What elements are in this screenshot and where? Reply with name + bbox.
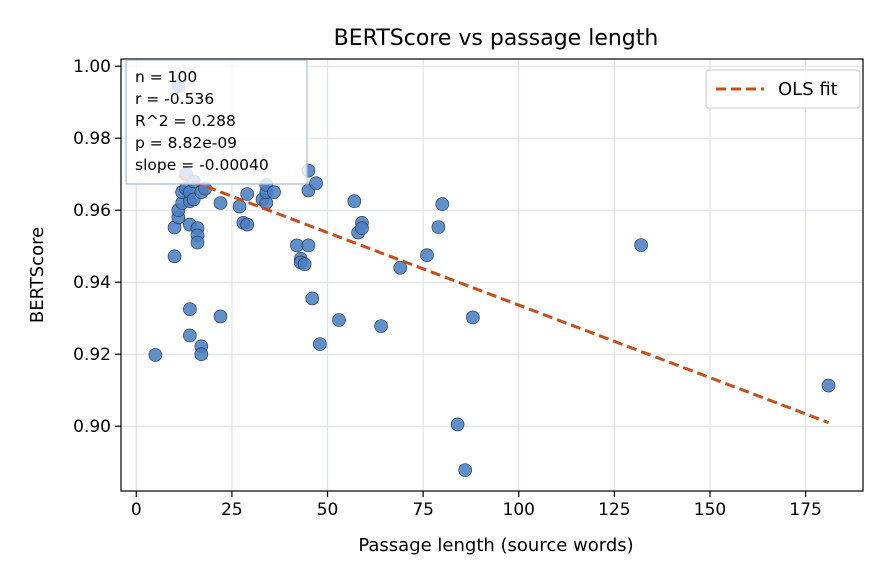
- data-point: [290, 238, 304, 253]
- data-points: [148, 79, 836, 477]
- data-point: [431, 220, 446, 234]
- data-point: [194, 347, 209, 362]
- stats-r: r = -0.536: [135, 90, 214, 108]
- data-point: [301, 238, 316, 253]
- fit-line-group: [177, 174, 830, 425]
- y-tick-label: 0.98: [73, 129, 111, 149]
- data-point: [435, 197, 450, 211]
- chart-title: BERTScore vs passage length: [334, 26, 659, 51]
- data-point: [267, 185, 281, 199]
- plot-frame: [120, 58, 864, 492]
- data-point: [821, 378, 836, 393]
- data-point: [309, 176, 323, 190]
- legend-fit-label: OLS fit: [778, 79, 838, 100]
- x-tick-label: 125: [598, 500, 630, 520]
- stats-slope: slope = -0.00040: [135, 156, 269, 174]
- stats-n: n = 100: [135, 68, 197, 86]
- data-point: [347, 194, 362, 208]
- x-ticks: 0 25 50 75 100 125 150 175: [131, 491, 822, 520]
- data-point: [420, 248, 434, 262]
- data-point: [190, 235, 205, 250]
- x-tick-label: 25: [221, 500, 243, 520]
- x-tick-label: 100: [503, 500, 535, 520]
- data-point: [450, 417, 465, 432]
- y-tick-label: 0.92: [73, 345, 111, 365]
- y-tick-label: 0.96: [73, 201, 111, 221]
- data-point: [183, 302, 197, 317]
- data-point: [183, 328, 197, 343]
- y-ticks: 0.90 0.92 0.94 0.96 0.98 1.00: [73, 57, 121, 437]
- data-point: [232, 199, 247, 214]
- fit-line: [177, 174, 830, 425]
- data-point: [240, 187, 255, 201]
- stats-r2: R^2 = 0.288: [135, 112, 236, 130]
- x-tick-label: 50: [317, 500, 339, 520]
- data-point: [167, 249, 182, 264]
- x-tick-label: 0: [131, 500, 142, 520]
- data-point: [466, 310, 480, 325]
- data-point: [458, 463, 473, 477]
- data-point: [148, 348, 163, 362]
- stats-p: p = 8.82e-09: [135, 134, 237, 152]
- data-point: [297, 257, 312, 272]
- data-point: [374, 319, 388, 333]
- data-point: [213, 309, 228, 324]
- stats-box: n = 100 r = -0.536 R^2 = 0.288 p = 8.82e…: [125, 59, 308, 185]
- data-point: [313, 337, 327, 351]
- data-point: [355, 221, 369, 235]
- x-tick-label: 150: [694, 500, 726, 520]
- y-tick-label: 0.94: [73, 273, 111, 293]
- x-tick-label: 175: [789, 500, 821, 520]
- legend: OLS fit: [705, 69, 861, 109]
- data-point: [213, 196, 228, 210]
- y-tick-label: 1.00: [73, 57, 111, 77]
- y-axis-label: BERTScore: [27, 227, 48, 323]
- data-point: [240, 217, 255, 232]
- data-point: [634, 238, 648, 252]
- data-point: [332, 313, 346, 327]
- x-axis-label: Passage length (source words): [358, 535, 633, 556]
- y-tick-label: 0.90: [73, 417, 111, 437]
- data-point: [393, 260, 408, 275]
- data-point: [305, 291, 320, 306]
- x-tick-label: 75: [412, 500, 434, 520]
